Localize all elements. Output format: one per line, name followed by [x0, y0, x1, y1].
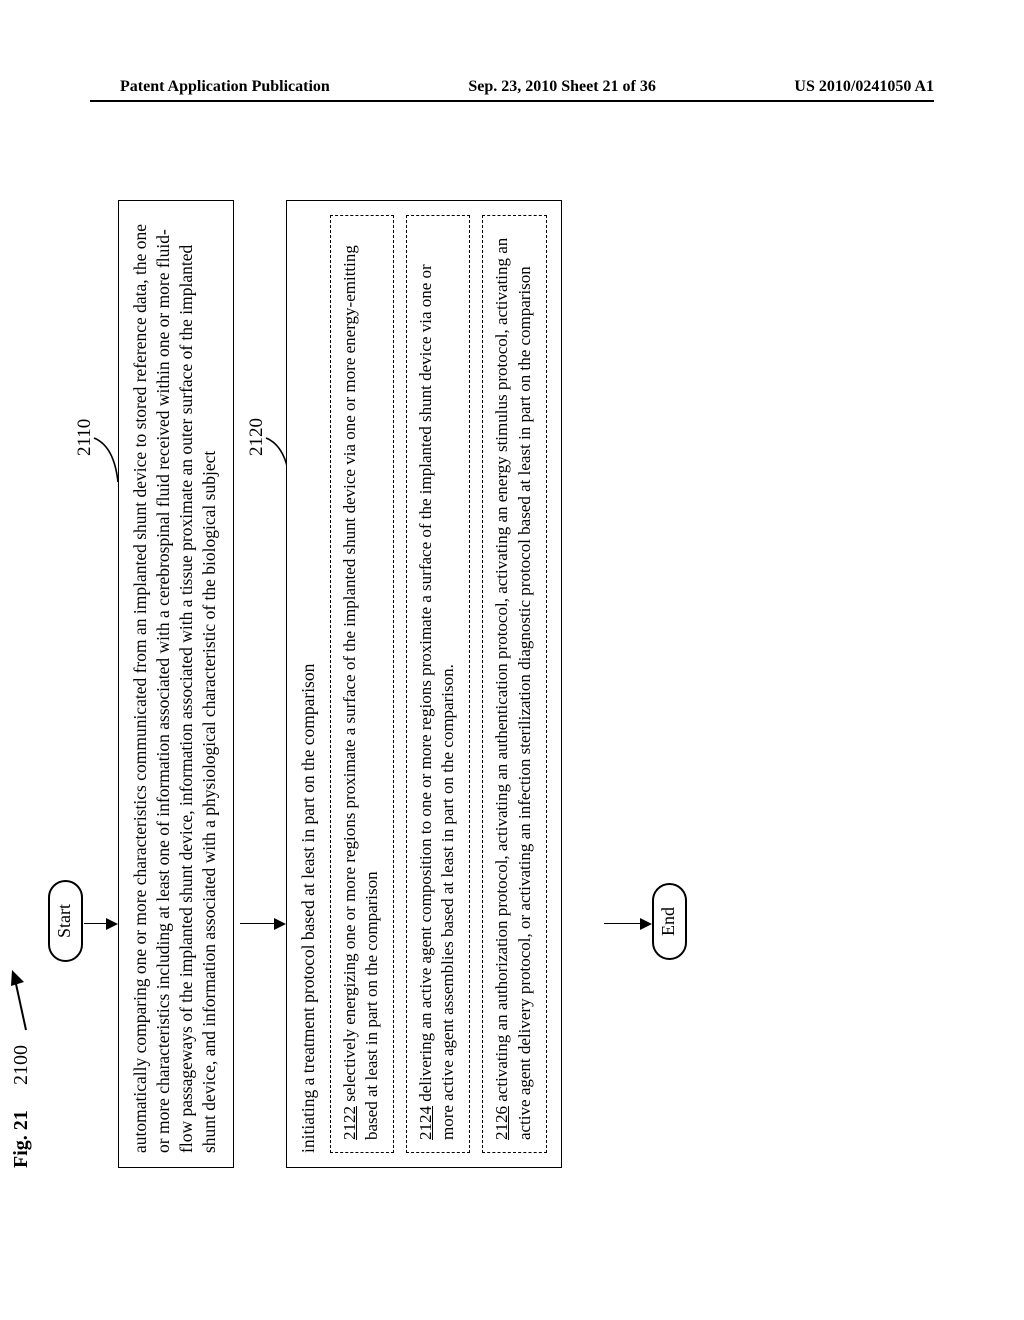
end-label: End	[658, 907, 678, 936]
arrowhead-box2-end	[640, 918, 652, 930]
connector-box1-box2	[240, 923, 276, 924]
header-left: Patent Application Publication	[120, 78, 330, 96]
page: Patent Application Publication Sep. 23, …	[0, 0, 1024, 1320]
substep-2126-ref: 2126	[492, 1106, 511, 1140]
substep-2126-box: 2126 activating an authorization protoco…	[482, 215, 546, 1153]
arrowhead-box1-box2	[274, 918, 286, 930]
start-label: Start	[54, 904, 74, 938]
header-center: Sep. 23, 2010 Sheet 21 of 36	[468, 78, 656, 96]
step-2120-substeps: 2122 selectively energizing one or more …	[330, 215, 547, 1153]
figure-number: 2100	[10, 1045, 33, 1085]
substep-2122-ref: 2122	[340, 1106, 359, 1140]
substep-2124-text: delivering an active agent composition t…	[416, 264, 457, 1140]
page-header: Patent Application Publication Sep. 23, …	[0, 78, 1024, 96]
arrowhead-start-box1	[106, 918, 118, 930]
step-2110-box: automatically comparing one or more char…	[118, 200, 234, 1168]
connector-box2-end	[604, 923, 642, 924]
substep-2122-box: 2122 selectively energizing one or more …	[330, 215, 394, 1153]
substep-2124-ref: 2124	[416, 1106, 435, 1140]
step-2110-text: automatically comparing one or more char…	[130, 224, 219, 1153]
connector-start-box1	[84, 923, 108, 924]
step-2120-box: initiating a treatment protocol based at…	[286, 200, 562, 1168]
substep-2124-box: 2124 delivering an active agent composit…	[406, 215, 470, 1153]
figure-number-arrow	[14, 960, 40, 1030]
substep-2126-text: activating an authorization protocol, ac…	[492, 238, 533, 1140]
header-right: US 2010/0241050 A1	[794, 78, 934, 96]
substep-2122-text: selectively energizing one or more regio…	[340, 245, 381, 1140]
flowchart: Fig. 21 2100 Start 2110 automatically co…	[2, 170, 742, 1190]
end-terminator: End	[652, 883, 687, 960]
step-2120-intro: initiating a treatment protocol based at…	[297, 215, 320, 1153]
header-rule	[90, 100, 934, 102]
figure-label: Fig. 21	[10, 1110, 33, 1168]
start-terminator: Start	[48, 880, 83, 962]
